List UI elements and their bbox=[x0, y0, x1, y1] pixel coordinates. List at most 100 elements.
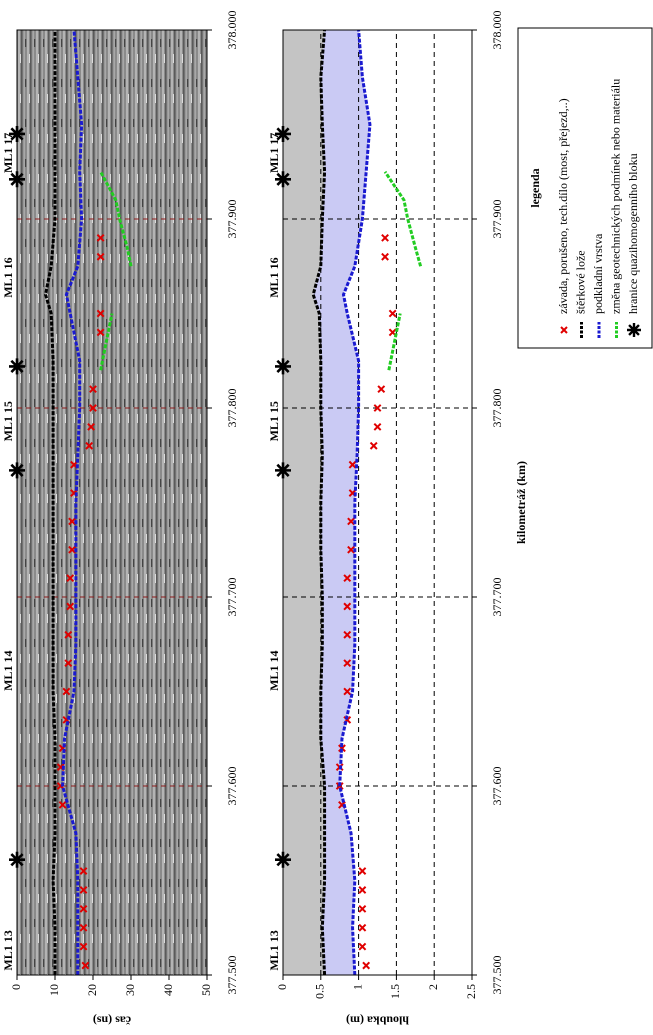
y-tick-label: 40 bbox=[161, 984, 175, 996]
defect-marker bbox=[68, 545, 77, 554]
defect-marker bbox=[358, 904, 367, 913]
defect-marker bbox=[373, 404, 382, 412]
plot-frame bbox=[16, 29, 208, 976]
plot-frame bbox=[282, 29, 473, 976]
y-tick-label: 0 bbox=[9, 984, 23, 990]
defect-marker bbox=[377, 385, 386, 394]
y-tick-label: 1 bbox=[350, 984, 364, 990]
defect-marker bbox=[343, 659, 352, 668]
defect-marker bbox=[96, 328, 105, 337]
x-tick-label: 377.700 bbox=[490, 578, 504, 617]
defect-marker bbox=[64, 630, 73, 639]
defect-marker bbox=[79, 886, 88, 894]
defect-marker bbox=[362, 961, 371, 970]
defect-marker bbox=[62, 687, 71, 696]
area bbox=[283, 30, 325, 975]
plot-background bbox=[17, 30, 207, 975]
series-line bbox=[383, 170, 423, 267]
defect-marker bbox=[96, 252, 105, 261]
segment-label: ML1 15 bbox=[267, 401, 281, 441]
x-tick-label: 377.900 bbox=[490, 200, 504, 239]
legend-label: podkladní vrstva bbox=[591, 233, 605, 314]
area bbox=[313, 30, 370, 975]
segment-label: ML1 16 bbox=[267, 257, 281, 297]
defect-marker bbox=[79, 867, 88, 875]
defect-marker bbox=[81, 961, 90, 970]
defect-marker bbox=[89, 385, 97, 394]
defect-marker bbox=[87, 422, 96, 431]
series-line bbox=[99, 313, 114, 371]
segment-label: ML1 13 bbox=[267, 930, 281, 970]
series-line bbox=[99, 171, 133, 267]
y-tick-label: 0 bbox=[275, 984, 289, 990]
legend-symbol bbox=[627, 323, 641, 337]
defect-marker bbox=[343, 687, 352, 696]
defect-marker bbox=[358, 886, 367, 894]
x-tick-label: 378.000 bbox=[225, 11, 239, 50]
y-tick-label: 2 bbox=[426, 984, 440, 990]
defect-marker bbox=[381, 252, 389, 261]
legend-symbol bbox=[560, 326, 568, 334]
legend-label: změna geotechnických podmínek nebo mater… bbox=[608, 79, 622, 314]
defect-marker bbox=[68, 517, 77, 526]
defect-marker bbox=[79, 923, 88, 932]
legend-label: štěrkové lože bbox=[573, 250, 587, 314]
x-tick-label: 377.800 bbox=[225, 389, 239, 428]
x-tick-label: 377.600 bbox=[225, 767, 239, 806]
defect-marker bbox=[96, 233, 105, 242]
segment-label: ML1 15 bbox=[1, 401, 15, 441]
series-line bbox=[338, 29, 372, 976]
segment-label: ML1 17 bbox=[267, 133, 281, 173]
defect-marker bbox=[343, 574, 352, 583]
defect-marker bbox=[85, 441, 94, 450]
y-tick-label: 2.5 bbox=[464, 984, 478, 999]
defect-marker bbox=[79, 904, 88, 913]
x-tick-label: 378.000 bbox=[490, 11, 504, 50]
defect-marker bbox=[58, 800, 67, 809]
x-tick-label: 377.600 bbox=[490, 767, 504, 806]
legend-box bbox=[517, 27, 653, 349]
series-line bbox=[311, 29, 327, 976]
y-tick-label: 50 bbox=[199, 984, 213, 996]
y-tick-label: 0.5 bbox=[313, 984, 327, 999]
defect-marker bbox=[79, 942, 88, 951]
defect-marker bbox=[96, 309, 105, 318]
defect-marker bbox=[338, 744, 346, 753]
defect-marker bbox=[373, 422, 382, 431]
x-tick-label: 377.500 bbox=[490, 956, 504, 995]
segment-label: ML1 16 bbox=[1, 257, 15, 297]
x-tick-label: 377.700 bbox=[225, 578, 239, 617]
segment-label: ML1 14 bbox=[267, 651, 281, 691]
y-tick-label: 20 bbox=[85, 984, 99, 996]
landscape-figure: 377.500 377.600 377.700 377.800 377.900 378.0… bbox=[1, 11, 653, 1027]
x-tick-label: 377.900 bbox=[225, 200, 239, 239]
defect-marker bbox=[343, 630, 352, 639]
legend-label: závada, porušeno, tech.dílo (most, přeje… bbox=[556, 98, 570, 314]
series-line bbox=[61, 29, 84, 975]
segment-label: ML1 13 bbox=[1, 930, 15, 970]
legend-label: hranice quazihomogenního bloku bbox=[626, 153, 640, 314]
y-axis-title: čas (ns) bbox=[93, 1013, 131, 1027]
defect-marker bbox=[347, 545, 355, 554]
defect-marker bbox=[358, 942, 367, 951]
defect-marker bbox=[343, 602, 352, 611]
x-tick-label: 377.800 bbox=[490, 389, 504, 428]
y-tick-label: 10 bbox=[47, 984, 61, 996]
defect-marker bbox=[89, 404, 97, 412]
segment-label: ML1 14 bbox=[1, 651, 15, 691]
y-tick-label: 1.5 bbox=[388, 984, 402, 999]
defect-marker bbox=[64, 659, 73, 668]
defect-marker bbox=[381, 233, 389, 242]
defect-marker bbox=[358, 867, 367, 875]
defect-marker bbox=[347, 517, 355, 526]
y-axis-title: hloubka (m) bbox=[346, 1013, 409, 1027]
defect-marker bbox=[66, 574, 75, 583]
x-tick-label: 377.500 bbox=[225, 956, 239, 995]
defect-marker bbox=[348, 460, 357, 469]
defect-marker bbox=[66, 602, 75, 611]
defect-marker bbox=[388, 309, 397, 318]
defect-marker bbox=[358, 923, 367, 932]
segment-label: ML1 17 bbox=[1, 133, 15, 173]
series-line bbox=[43, 30, 57, 975]
